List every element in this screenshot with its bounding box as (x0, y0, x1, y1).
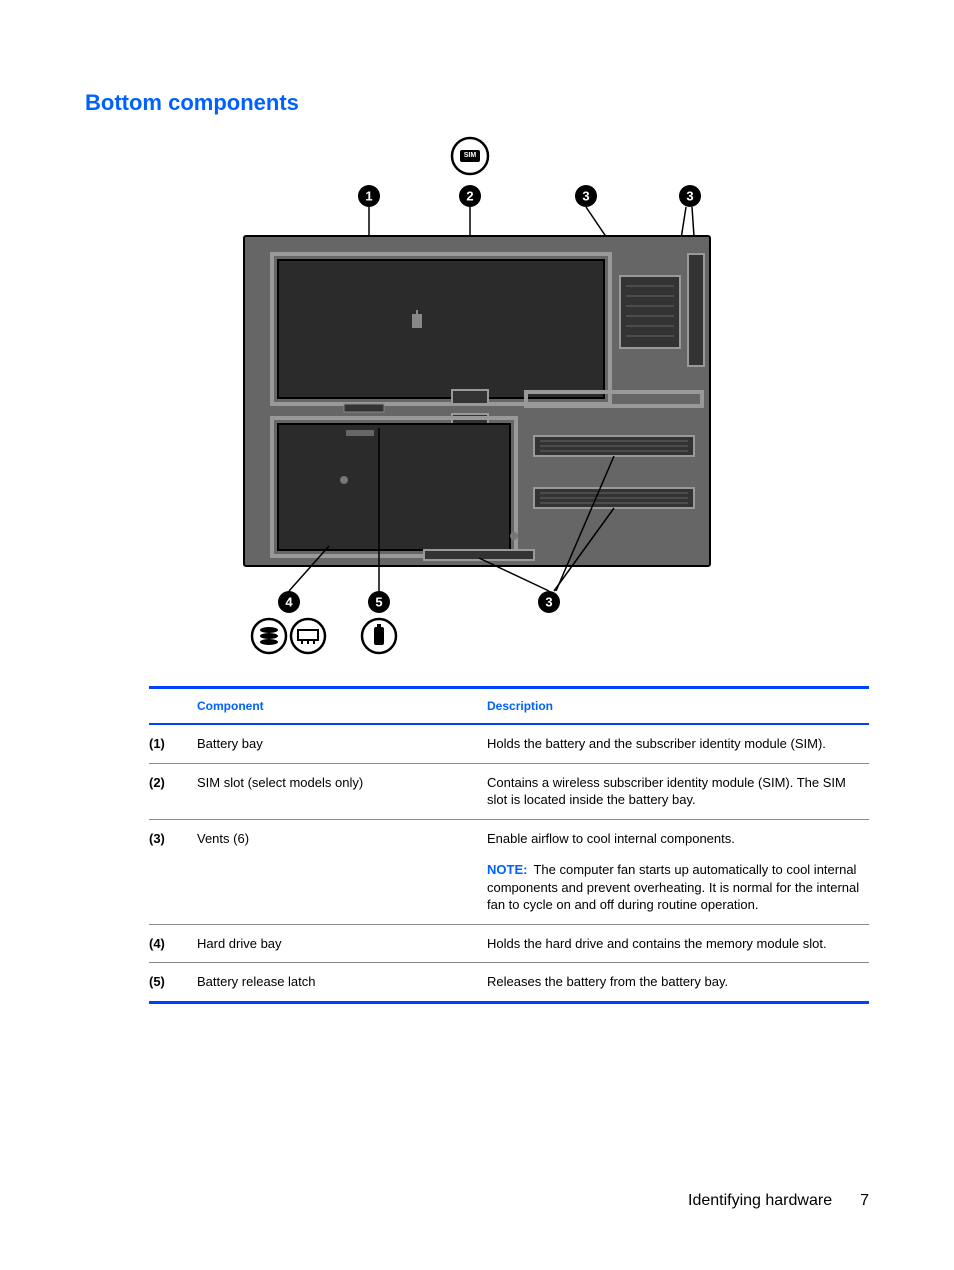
th-description: Description (487, 688, 869, 725)
footer-page: 7 (860, 1192, 869, 1209)
svg-text:1: 1 (365, 189, 372, 204)
th-component: Component (197, 688, 487, 725)
vent-top-right (620, 276, 680, 348)
row-num: (2) (149, 763, 197, 819)
note-text: The computer fan starts up automatically… (487, 862, 859, 912)
svg-text:SIM: SIM (464, 152, 477, 159)
svg-text:5: 5 (375, 595, 382, 610)
svg-text:3: 3 (545, 595, 552, 610)
svg-text:3: 3 (582, 189, 589, 204)
table-row: (1) Battery bay Holds the battery and th… (149, 724, 869, 763)
note-label: NOTE: (487, 862, 527, 877)
vent-lower-right (534, 488, 694, 508)
row-component: Hard drive bay (197, 924, 487, 963)
sim-icon: SIM (452, 138, 488, 174)
row-description: Contains a wireless subscriber identity … (487, 763, 869, 819)
th-blank (149, 688, 197, 725)
hdd-icon (252, 619, 286, 653)
row-component: SIM slot (select models only) (197, 763, 487, 819)
table-row: (2) SIM slot (select models only) Contai… (149, 763, 869, 819)
battery-icon (362, 619, 396, 653)
row-description: Releases the battery from the battery ba… (487, 963, 869, 1003)
components-table: Component Description (1) Battery bay Ho… (149, 686, 869, 1004)
row-description: Holds the hard drive and contains the me… (487, 924, 869, 963)
svg-text:3: 3 (686, 189, 693, 204)
row-component: Battery bay (197, 724, 487, 763)
row-description: Enable airflow to cool internal componen… (487, 819, 869, 924)
row-component: Battery release latch (197, 963, 487, 1003)
table-row: (5) Battery release latch Releases the b… (149, 963, 869, 1003)
row-desc-text: Enable airflow to cool internal componen… (487, 831, 735, 846)
diagram-container: SIM 1 2 3 3 (85, 136, 869, 656)
row-num: (3) (149, 819, 197, 924)
row-num: (1) (149, 724, 197, 763)
footer-section: Identifying hardware (688, 1192, 832, 1209)
row-description: Holds the battery and the subscriber ide… (487, 724, 869, 763)
svg-text:2: 2 (466, 189, 473, 204)
memory-icon (291, 619, 325, 653)
vent-mid-right (534, 436, 694, 456)
bottom-components-diagram: SIM 1 2 3 3 (234, 136, 720, 656)
vent-right-edge (688, 254, 704, 366)
note-block: NOTE:The computer fan starts up automati… (487, 861, 861, 914)
row-num: (5) (149, 963, 197, 1003)
table-row: (3) Vents (6) Enable airflow to cool int… (149, 819, 869, 924)
page-root: Bottom components SIM 1 2 (0, 0, 954, 1270)
svg-text:4: 4 (285, 595, 293, 610)
row-num: (4) (149, 924, 197, 963)
row-component: Vents (6) (197, 819, 487, 924)
section-heading: Bottom components (85, 90, 869, 116)
table-row: (4) Hard drive bay Holds the hard drive … (149, 924, 869, 963)
page-footer: Identifying hardware 7 (688, 1192, 869, 1210)
